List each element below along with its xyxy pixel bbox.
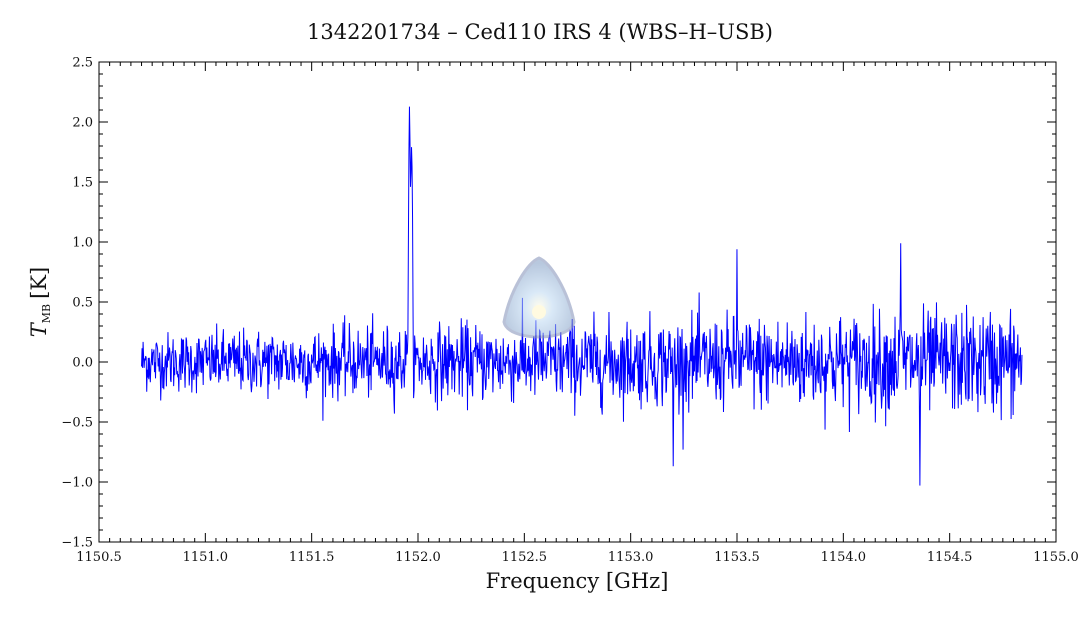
x-tick-label: 1152.0 [395, 550, 441, 565]
x-axis-ticks: 1150.5 1151.0 1151.5 1152.0 1152.5 1153.0 1153… [76, 62, 1079, 565]
y-tick-label: 1.0 [72, 236, 93, 251]
y-tick-label: −0.5 [61, 416, 93, 431]
x-tick-label: 1154.5 [927, 550, 973, 565]
x-tick-label: 1152.5 [502, 550, 548, 565]
x-tick-label: 1153.5 [714, 550, 760, 565]
y-tick-label: 0.0 [72, 356, 93, 371]
y-tick-label: −1.5 [61, 536, 93, 551]
watermark-logo [502, 256, 576, 339]
y-tick-label: 2.0 [72, 116, 93, 131]
x-tick-label: 1153.0 [608, 550, 654, 565]
spectrum-line [141, 106, 1023, 486]
y-tick-label: −1.0 [61, 476, 93, 491]
y-tick-label: 0.5 [72, 296, 93, 311]
y-tick-label: 2.5 [72, 56, 93, 71]
y-axis-ticks: −1.5 −1.0 −0.5 0.0 0.5 1.0 1.5 2.0 2.5 [61, 56, 1056, 551]
chart-title: 1342201734 – Ced110 IRS 4 (WBS–H–USB) [307, 20, 773, 44]
y-axis-label-symbol: T [27, 321, 51, 337]
x-tick-label: 1154.0 [821, 550, 867, 565]
x-axis-label: Frequency [GHz] [486, 569, 669, 593]
x-tick-label: 1155.0 [1033, 550, 1079, 565]
svg-text:TMB[K]: TMB [K] [27, 267, 53, 337]
y-tick-label: 1.5 [72, 176, 93, 191]
y-axis-label-unit: [K] [27, 267, 51, 299]
spectrum-series [141, 106, 1023, 486]
x-tick-label: 1150.5 [76, 550, 122, 565]
x-tick-label: 1151.5 [289, 550, 335, 565]
plot-frame [98, 61, 1057, 543]
y-axis-label: TMB [K] [27, 267, 53, 337]
y-axis-label-subscript: MB [40, 304, 53, 323]
x-tick-label: 1151.0 [183, 550, 229, 565]
